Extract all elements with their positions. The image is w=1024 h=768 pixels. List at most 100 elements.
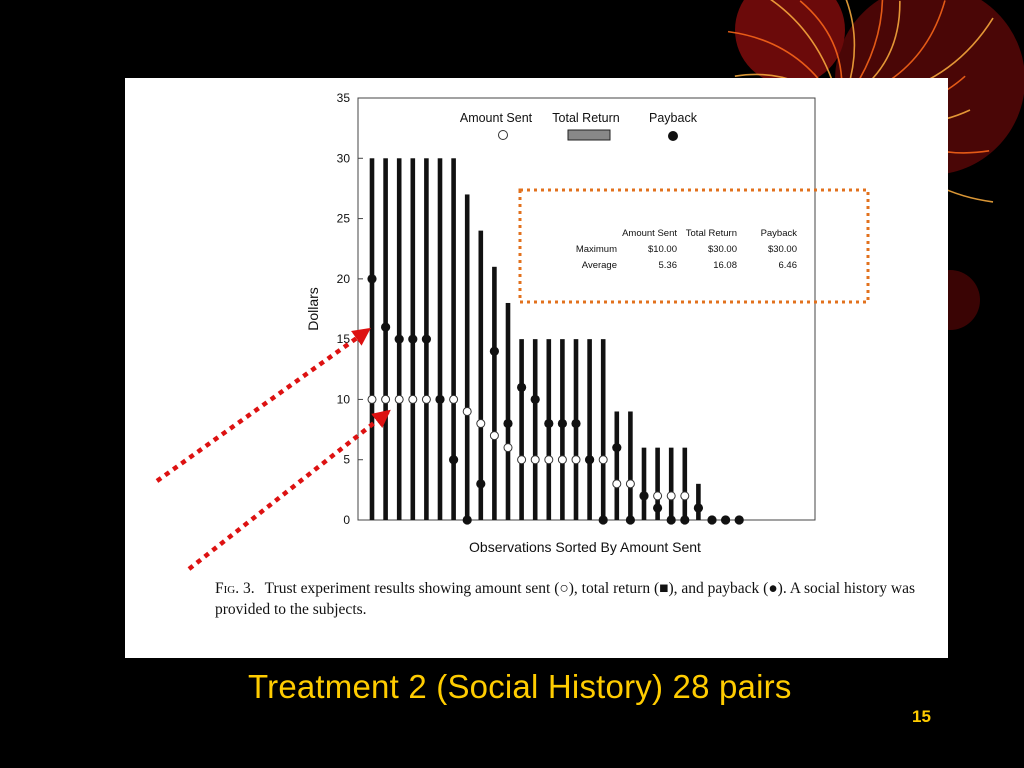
total-return-bar — [682, 447, 688, 520]
amount-sent-point — [476, 419, 486, 429]
total-return-bar — [668, 447, 674, 520]
amount-sent-point — [503, 443, 513, 453]
y-tick-label: 0 — [343, 513, 350, 527]
firework-streak — [770, 0, 838, 96]
payback-point — [571, 418, 581, 429]
legend-label: Amount Sent — [460, 111, 533, 125]
table-header: Amount Sent — [622, 228, 677, 239]
amount-sent-point — [421, 394, 431, 404]
total-return-bar — [478, 230, 484, 520]
caption-fig-label: Fig. 3. — [215, 580, 255, 597]
payback-point — [666, 515, 676, 525]
table-cell: 5.36 — [659, 260, 678, 271]
amount-sent-point — [489, 431, 499, 441]
legend-label: Payback — [649, 111, 698, 125]
payback-point — [653, 503, 663, 513]
amount-sent-point — [557, 455, 567, 465]
total-return-bar — [383, 158, 388, 520]
total-return-bar — [369, 158, 375, 520]
y-tick-label: 30 — [337, 151, 351, 165]
total-return-bar — [573, 339, 579, 520]
chart-legend: Amount Sent Total Return Payback — [460, 111, 698, 141]
chart-marks — [367, 158, 744, 525]
slide-number: 15 — [912, 707, 931, 726]
amount-sent-point — [680, 491, 690, 501]
payback-point — [449, 455, 459, 465]
total-return-bar — [600, 339, 606, 520]
total-return-bar — [641, 447, 647, 520]
amount-sent-point — [517, 455, 527, 465]
payback-point — [625, 515, 635, 525]
total-return-bar — [532, 339, 538, 520]
y-tick-label: 15 — [337, 332, 351, 346]
payback-point — [408, 334, 418, 344]
payback-point — [707, 515, 717, 525]
total-return-bar — [464, 194, 470, 520]
trust-chart: 0 5 10 15 20 25 30 35 Dollars Observations Sorted… — [305, 91, 870, 555]
legend-label: Total Return — [552, 111, 619, 125]
table-header: Payback — [761, 228, 798, 239]
total-return-bar — [519, 339, 524, 520]
payback-point — [680, 515, 690, 525]
payback-point — [693, 503, 704, 513]
total-return-bar — [587, 339, 592, 520]
amount-sent-point — [612, 479, 622, 489]
y-axis-label: Dollars — [305, 287, 321, 331]
payback-point — [462, 515, 472, 525]
amount-sent-point — [462, 406, 472, 416]
payback-point — [476, 479, 486, 489]
payback-point — [639, 491, 649, 501]
amount-sent-point — [394, 394, 404, 404]
legend-total-return-symbol — [567, 129, 611, 141]
table-row-label: Maximum — [576, 244, 617, 255]
amount-sent-point — [571, 455, 581, 465]
plot-frame — [357, 97, 816, 521]
y-tick-label: 35 — [337, 91, 351, 105]
amount-sent-point — [408, 394, 418, 404]
total-return-bar — [655, 447, 660, 520]
table-cell: $30.00 — [708, 244, 737, 255]
payback-point — [734, 515, 744, 525]
legend-payback-symbol — [668, 131, 678, 141]
y-tick-label: 25 — [337, 212, 351, 226]
y-tick-label: 10 — [337, 392, 351, 406]
total-return-bar — [451, 158, 456, 520]
payback-point — [489, 346, 499, 356]
amount-sent-point — [625, 479, 635, 489]
total-return-bar — [492, 266, 497, 520]
firework-streak — [852, 0, 884, 91]
amount-sent-point — [449, 394, 459, 404]
payback-point — [517, 382, 527, 392]
payback-point — [367, 274, 377, 284]
total-return-bar — [696, 483, 701, 520]
amount-sent-point — [653, 491, 663, 501]
y-tick-label: 5 — [343, 453, 350, 467]
payback-point — [544, 418, 554, 429]
total-return-bar — [437, 158, 443, 520]
slide-title: Treatment 2 (Social History) 28 pairs — [248, 668, 792, 705]
amount-sent-point — [544, 455, 554, 465]
amount-sent-point — [367, 394, 377, 404]
firework-glow — [735, 0, 845, 85]
amount-sent-point — [530, 455, 540, 465]
chart-axes: 0 5 10 15 20 25 30 35 Dollars Observations Sorted… — [305, 91, 816, 555]
payback-point — [585, 455, 595, 465]
payback-point — [421, 334, 431, 344]
y-tick-label: 20 — [337, 272, 351, 286]
total-return-bar — [628, 411, 633, 520]
table-cell: 6.46 — [779, 260, 798, 271]
total-return-bar — [546, 339, 552, 520]
legend-amount-sent-symbol — [498, 130, 508, 140]
total-return-bar — [560, 339, 565, 520]
payback-point — [530, 394, 540, 405]
firework-streak — [845, 0, 856, 91]
amount-sent-point — [598, 455, 608, 465]
payback-point — [381, 322, 391, 332]
amount-sent-point — [381, 394, 391, 404]
table-row-label: Average — [582, 260, 617, 271]
caption-text: Trust experiment results showing amount … — [215, 580, 916, 618]
table-cell: $10.00 — [648, 244, 677, 255]
table-cell: 16.08 — [713, 260, 737, 271]
total-return-bar — [505, 302, 511, 520]
table-cell: $30.00 — [768, 244, 797, 255]
